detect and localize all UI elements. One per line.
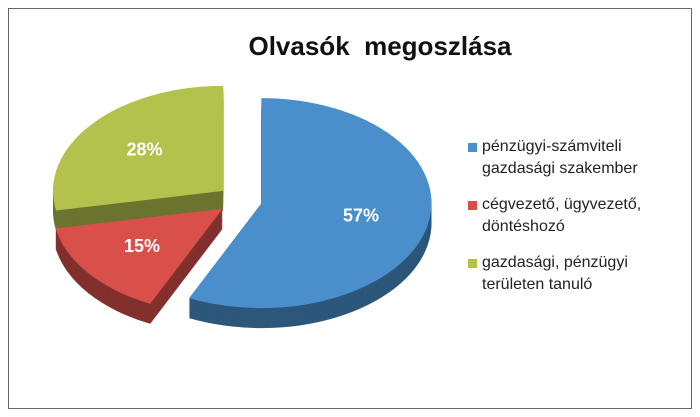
legend-item: pénzügyi-számviteli gazdasági szakember: [468, 136, 693, 180]
data-label: 15%: [124, 236, 160, 256]
frame: [8, 8, 692, 409]
legend-item: cégvezető, ügyvezető, döntéshozó: [468, 194, 693, 238]
slice: [55, 208, 223, 304]
chart-title: Olvasók megoszlása: [248, 31, 512, 61]
legend-swatch: [468, 259, 477, 268]
legend: pénzügyi-számviteli gazdasági szakember c…: [468, 136, 693, 310]
data-label: 28%: [126, 139, 162, 159]
legend-label: gazdasági, pénzügyi területen tanuló: [482, 254, 628, 293]
legend-swatch: [468, 201, 477, 210]
legend-label: pénzügyi-számviteli gazdasági szakember: [482, 138, 638, 177]
slice: [189, 98, 432, 309]
slice: [53, 85, 224, 211]
data-label: 57%: [343, 206, 379, 226]
legend-label: cégvezető, ügyvezető, döntéshozó: [482, 196, 642, 235]
legend-item: gazdasági, pénzügyi területen tanuló: [468, 252, 693, 296]
legend-swatch: [468, 143, 477, 152]
